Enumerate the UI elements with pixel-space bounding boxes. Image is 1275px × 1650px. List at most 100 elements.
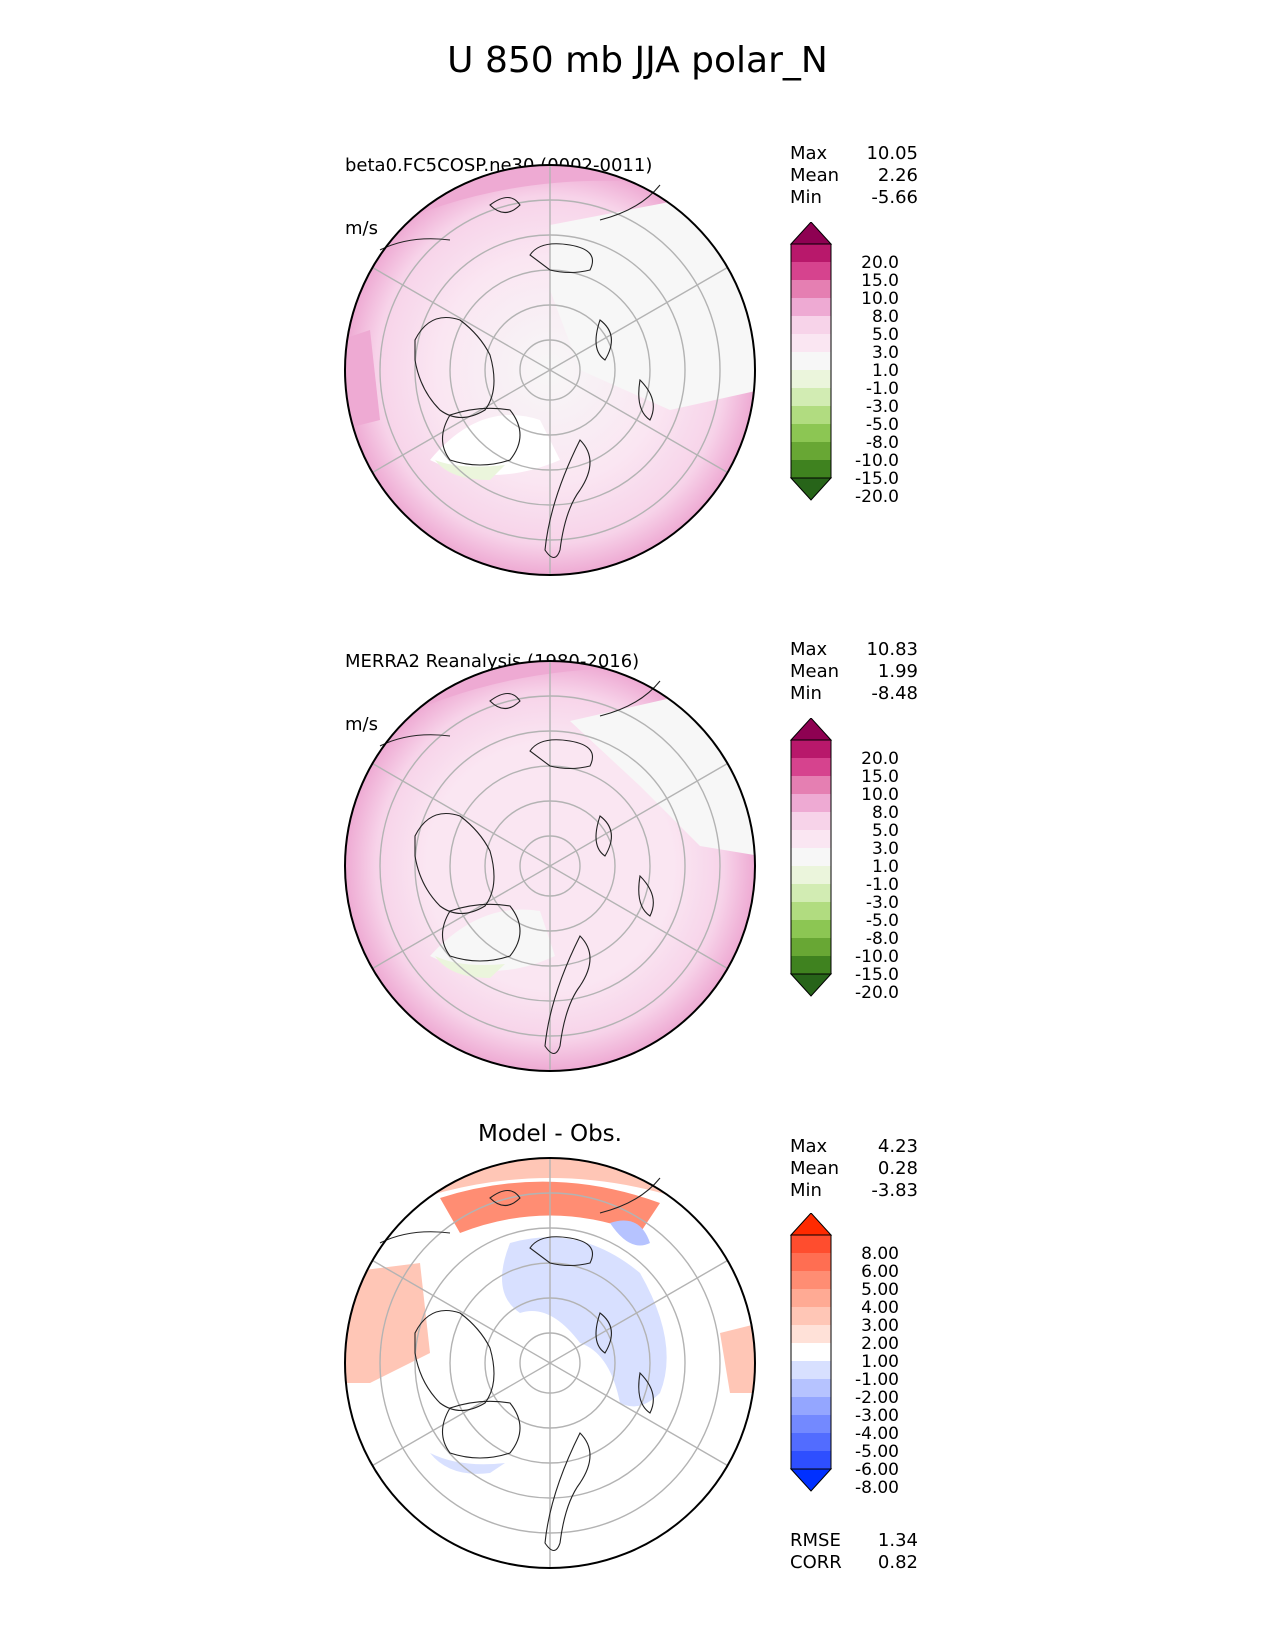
panel1-colorbar-swatch (791, 280, 831, 298)
panel3-metrics: RMSE 1.34 CORR 0.82 (790, 1530, 918, 1574)
panel2-colorbar-labels: 20.015.010.08.05.03.01.0-1.0-3.0-5.0-8.0… (855, 749, 899, 1003)
panel1-colorbar-labels: 20.015.010.08.05.03.01.0-1.0-3.0-5.0-8.0… (855, 253, 899, 507)
panel1-units-label: m/s (345, 218, 378, 239)
panel1-colorbar-swatch (791, 388, 831, 406)
panel3-colorbar-tick-label: 2.00 (861, 1334, 899, 1354)
panel2-colorbar-tick-label: 5.0 (872, 821, 899, 841)
panel2-colorbar-tick-label: -3.0 (866, 893, 899, 913)
panel3-colorbar-tick-label: -3.00 (855, 1406, 899, 1426)
panel1-colorbar-swatch (791, 406, 831, 424)
panel2-colorbar-tick-label: -15.0 (855, 965, 899, 985)
panel1-colorbar-extend-max (789, 222, 833, 245)
panel2-colorbar-tick-label: -8.0 (866, 929, 899, 949)
panel2-colorbar-swatch (791, 830, 831, 848)
panel1-colorbar-swatch (791, 316, 831, 334)
panel3-colorbar-tick-label: 8.00 (861, 1244, 899, 1264)
panel3-colorbar-swatch (791, 1451, 831, 1469)
panel2-colorbar-extend-min (789, 973, 833, 997)
panel3-colorbar-labels: 8.006.005.004.003.002.001.00-1.00-2.00-3… (855, 1244, 899, 1498)
panel3-colorbar-extend-max (789, 1213, 833, 1236)
panel1-dataset-label: beta0.FC5COSP.ne30 (0002-0011) (345, 155, 653, 176)
panel1-colorbar-tick-label: -8.0 (866, 433, 899, 453)
panel2-colorbar-tick-label: 20.0 (861, 749, 899, 769)
panel1-colorbar-tick-label: 20.0 (861, 253, 899, 273)
panel2-stat-max: Max 10.83 (790, 639, 918, 660)
panel1-colorbar-tick-label: 1.0 (872, 361, 899, 381)
panel1-colorbar-swatch (791, 334, 831, 352)
panel2-colorbar-swatch (791, 812, 831, 830)
panel2-colorbar-tick-label: 1.0 (872, 857, 899, 877)
panel1-colorbar-tick-label: -5.0 (866, 415, 899, 435)
panel2-colorbar-tick-label: -1.0 (866, 875, 899, 895)
panel2-units-label: m/s (345, 714, 378, 735)
panel3-colorbar-tick-label: -1.00 (855, 1370, 899, 1390)
panel3-colorbar-tick-label: -4.00 (855, 1424, 899, 1444)
panel1-colorbar-frame (790, 243, 832, 479)
panel1-colorbar: 20.015.010.08.05.03.01.0-1.0-3.0-5.0-8.0… (789, 222, 899, 507)
panel3-metric-corr: CORR 0.82 (790, 1552, 918, 1573)
panel3-stat-min: Min -3.83 (790, 1180, 918, 1201)
panel3-colorbar-swatch (791, 1379, 831, 1397)
panel2-colorbar-tick-label: 10.0 (861, 785, 899, 805)
panel3-colorbar-tick-label: 5.00 (861, 1280, 899, 1300)
panel3-colorbar-tick-label: 4.00 (861, 1298, 899, 1318)
panel3-colorbar-swatch (791, 1289, 831, 1307)
panel3-colorbar-tick-label: 1.00 (861, 1352, 899, 1372)
panel3-map-border (344, 1157, 756, 1569)
panel1-colorbar-tick-label: -15.0 (855, 469, 899, 489)
panel3-title: Model - Obs. (478, 1121, 622, 1147)
panel2-colorbar-swatch (791, 884, 831, 902)
panel3-stat-max: Max 4.23 (790, 1136, 918, 1157)
figure-title: U 850 mb JJA polar_N (447, 40, 828, 81)
panel2-map-border (344, 660, 756, 1072)
panel3-colorbar-swatch (791, 1253, 831, 1271)
panel2-colorbar-frame (790, 739, 832, 975)
panel2-stat-mean: Mean 1.99 (790, 661, 918, 682)
panel3-stat-mean: Mean 0.28 (790, 1158, 918, 1179)
panel1-colorbar-swatch (791, 370, 831, 388)
panel2-colorbar-swatch (791, 956, 831, 974)
panel3-metric-rmse: RMSE 1.34 (790, 1530, 918, 1551)
panel3-coastlines (379, 1177, 661, 1552)
panel1-colorbar-swatch (791, 442, 831, 460)
panel2-stats: Max 10.83 Mean 1.99 Min -8.48 (790, 639, 918, 705)
panel1-colorbar-swatch (791, 298, 831, 316)
panel3-colorbar-swatch (791, 1361, 831, 1379)
panel1-title: beta0.FC5COSP.ne30 (0002-0011) m/s (345, 113, 652, 260)
panel3-colorbar-tick-label: -5.00 (855, 1442, 899, 1462)
panel1-stats: Max 10.05 Mean 2.26 Min -5.66 (790, 143, 918, 209)
panel1-colorbar-swatch (791, 460, 831, 478)
panel2-colorbar-tick-label: -20.0 (855, 983, 899, 1003)
panel1-colorbar-swatch (791, 352, 831, 370)
panel1-stat-min: Min -5.66 (790, 187, 918, 208)
panel3-polar-map (344, 1157, 756, 1569)
panel2-colorbar-swatch (791, 776, 831, 794)
panel3-colorbar-swatch (791, 1235, 831, 1253)
panel3-colorbar-swatch (791, 1415, 831, 1433)
panel2-colorbar-swatch (791, 758, 831, 776)
panel2-colorbar-swatch (791, 938, 831, 956)
panel2-colorbar-swatch (791, 740, 831, 758)
panel1-stat-max: Max 10.05 (790, 143, 918, 164)
panel1-stat-mean: Mean 2.26 (790, 165, 918, 186)
panel3-colorbar-swatch (791, 1433, 831, 1451)
panel3-colorbar: 8.006.005.004.003.002.001.00-1.00-2.00-3… (789, 1213, 899, 1498)
panel3-colorbar-tick-label: -8.00 (855, 1478, 899, 1498)
panel1-colorbar-tick-label: 8.0 (872, 307, 899, 327)
panel1-colorbar-swatch (791, 262, 831, 280)
panel1-colorbar-tick-label: 5.0 (872, 325, 899, 345)
panel2-colorbar-extend-max (789, 718, 833, 741)
panel1-colorbar-tick-label: -20.0 (855, 487, 899, 507)
panel3-colorbar-swatch (791, 1325, 831, 1343)
panel1-colorbar-tick-label: -1.0 (866, 379, 899, 399)
panel2-stat-min: Min -8.48 (790, 683, 918, 704)
panel2-colorbar-tick-label: 15.0 (861, 767, 899, 787)
panel2-colorbar-swatch (791, 866, 831, 884)
panel2-graticule (372, 661, 728, 1071)
panel2-colorbar-swatch (791, 848, 831, 866)
panel3-colorbar-tick-label: 3.00 (861, 1316, 899, 1336)
panel1-colorbar-tick-label: 15.0 (861, 271, 899, 291)
panel3-colorbar-tick-label: -2.00 (855, 1388, 899, 1408)
panel2-polar-map (344, 660, 756, 1072)
panel3-colorbar-swatch (791, 1397, 831, 1415)
